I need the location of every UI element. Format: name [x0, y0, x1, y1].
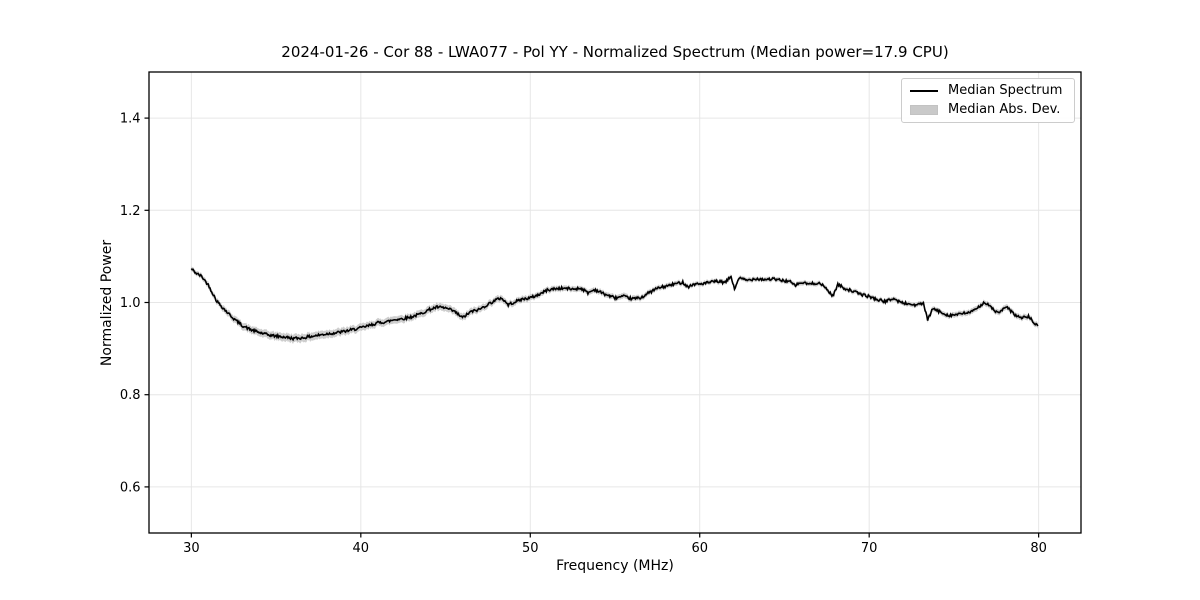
x-tick-label: 60: [691, 541, 708, 556]
x-tick-label: 40: [353, 541, 370, 556]
tick-marks: [144, 117, 1040, 538]
x-tick-label: 80: [1030, 541, 1047, 556]
legend: Median Spectrum Median Abs. Dev.: [901, 78, 1075, 123]
x-tick-label: 70: [861, 541, 878, 556]
y-tick-label: 1.0: [120, 296, 141, 311]
legend-item-mad: Median Abs. Dev.: [910, 102, 1066, 118]
legend-label-median-spectrum: Median Spectrum: [948, 83, 1063, 99]
median-spectrum-line-swatch: [910, 90, 938, 93]
x-axis-label: Frequency (MHz): [556, 558, 674, 574]
y-tick-label: 1.2: [120, 204, 141, 219]
tick-labels: 30 40 50 60 70 80 0.6 0.8 1.0 1.2 1.4: [120, 112, 1047, 556]
y-tick-label: 1.4: [120, 112, 141, 127]
legend-item-median-spectrum: Median Spectrum: [910, 83, 1066, 99]
legend-label-mad: Median Abs. Dev.: [948, 101, 1061, 117]
mad-band-swatch: [910, 104, 938, 115]
x-tick-label: 30: [183, 541, 200, 556]
median-spectrum-line: [190, 268, 1039, 342]
grid-lines: [149, 72, 1081, 533]
chart-title: 2024-01-26 - Cor 88 - LWA077 - Pol YY - …: [281, 43, 949, 61]
y-tick-label: 0.6: [120, 480, 141, 495]
y-tick-label: 0.8: [120, 388, 141, 403]
y-axis-label: Normalized Power: [99, 239, 115, 367]
x-tick-label: 50: [522, 541, 539, 556]
